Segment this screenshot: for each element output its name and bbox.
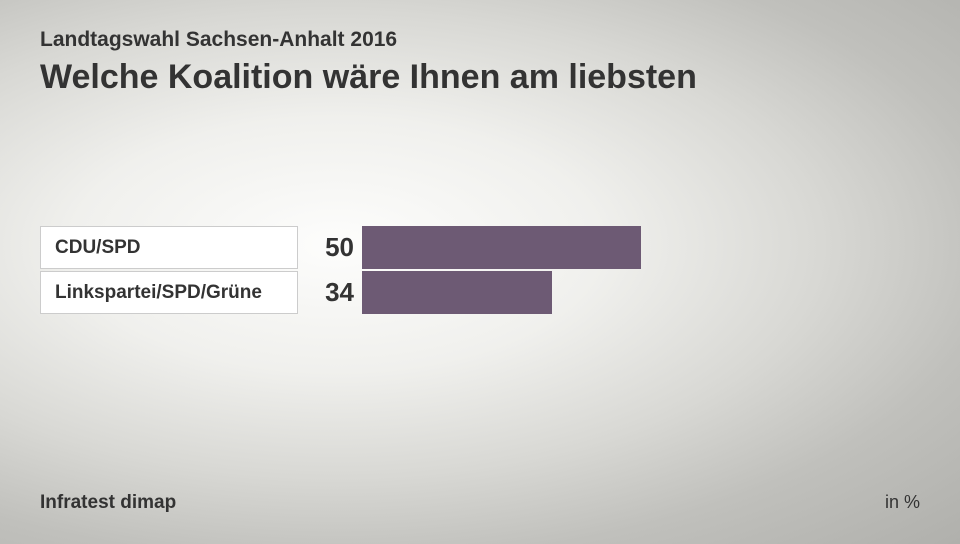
bar-row-1: Linkspartei/SPD/Grüne 34: [40, 271, 920, 314]
subtitle: Landtagswahl Sachsen-Anhalt 2016: [40, 28, 920, 52]
bar-cell-0: [362, 226, 920, 269]
chart-area: CDU/SPD 50 Linkspartei/SPD/Grüne 34: [40, 226, 920, 316]
unit-label: in %: [885, 492, 920, 513]
bar-cell-1: [362, 271, 920, 314]
bar-label-1: Linkspartei/SPD/Grüne: [40, 271, 298, 314]
bar-row-0: CDU/SPD 50: [40, 226, 920, 269]
bar-value-1: 34: [298, 271, 362, 314]
title: Welche Koalition wäre Ihnen am liebsten: [40, 58, 920, 97]
footer: Infratest dimap in %: [40, 492, 920, 514]
source-label: Infratest dimap: [40, 492, 176, 514]
header: Landtagswahl Sachsen-Anhalt 2016 Welche …: [0, 0, 960, 97]
bar-0: [362, 226, 641, 269]
bar-label-0: CDU/SPD: [40, 226, 298, 269]
bar-value-0: 50: [298, 226, 362, 269]
bar-1: [362, 271, 552, 314]
